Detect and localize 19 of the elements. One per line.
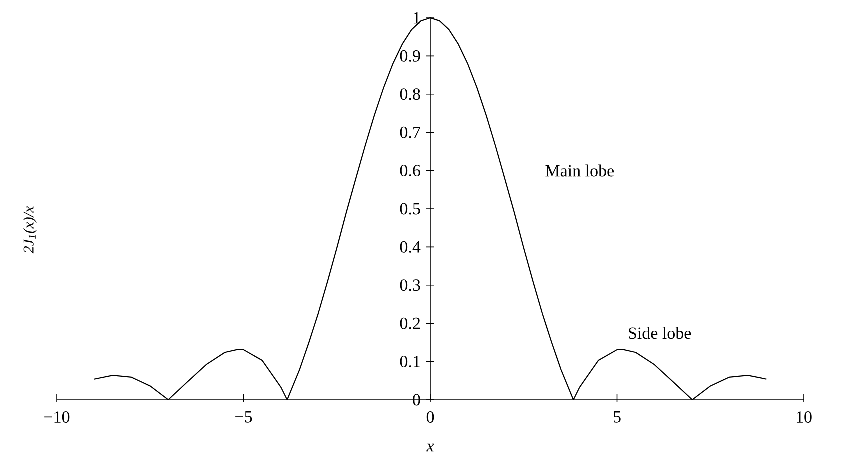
y-tick-label: 0.1: [400, 356, 420, 368]
y-tick-label: 0.6: [400, 165, 420, 177]
y-tick-label: 1: [414, 12, 420, 24]
x-tick-label: 5: [614, 412, 621, 423]
y-tick-label: 0.5: [400, 203, 420, 215]
y-tick-label: 0.2: [400, 318, 420, 330]
y-tick-label: 0.8: [400, 88, 420, 100]
y-axis-title: 2J$_{1}$(x)/x: [23, 206, 37, 254]
y-tick-label: 0.9: [400, 50, 420, 62]
x-tick-label: 10: [796, 412, 812, 423]
y-tick-label: 0.4: [400, 241, 421, 253]
x-tick-label: −10: [44, 412, 70, 423]
x-tick-label: 0: [426, 412, 434, 423]
x-tick-label: −5: [236, 412, 252, 423]
y-tick-label: 0.7: [400, 126, 420, 138]
annotation: Side lobe: [629, 327, 692, 340]
y-tick-label: 0.3: [400, 280, 420, 292]
annotation: Main lobe: [546, 164, 614, 177]
x-axis-title: x: [426, 444, 434, 452]
